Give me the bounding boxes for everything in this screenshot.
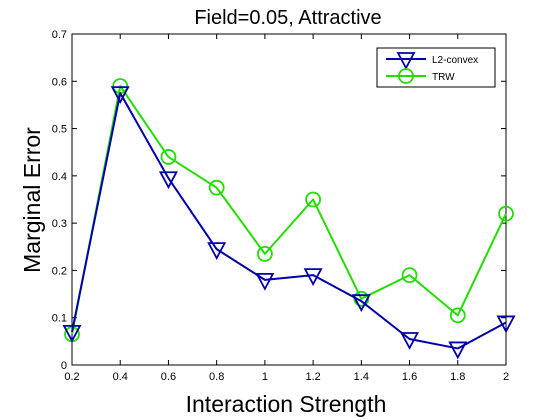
plot-area [71,33,507,366]
x-tick-label: 0.2 [64,371,79,383]
x-tick-label: 0.6 [161,371,176,383]
data-point [256,245,273,262]
x-tick-label: 1.4 [354,371,369,383]
x-tick-label: 0.4 [113,371,128,383]
y-tick-label: 0.1 [52,313,67,325]
x-tick-label: 1.2 [305,371,320,383]
legend-marker [398,68,414,84]
y-tick-label: 0.7 [52,29,67,41]
data-point [160,149,177,165]
x-tick-label: 1.6 [402,371,417,383]
y-tick-label: 0 [61,360,67,372]
data-point [303,268,323,287]
data-point [448,341,468,360]
data-point [158,171,178,190]
data-point [208,179,225,196]
data-point [496,315,516,334]
y-axis: 0 0.1 0.2 0.3 0.4 0.5 0.6 0.7 [52,29,506,372]
x-tick-label: 0.8 [209,371,224,383]
data-point [255,272,275,291]
x-axis: 0.2 0.4 0.6 0.8 1 1.2 1.4 1.6 1.8 2 [64,34,509,383]
series-layer [62,78,516,360]
chart-title: Field=0.05, Attractive [194,7,381,29]
y-tick-label: 0.5 [52,124,67,136]
data-point [400,332,420,350]
data-point [305,191,322,208]
data-point [110,86,130,105]
series-line [71,85,507,335]
y-tick-label: 0.6 [52,76,67,88]
legend-label: L2-convex [432,55,478,66]
x-axis-label: Interaction Strength [186,391,387,417]
legend-marker [396,52,416,70]
data-point [62,324,82,343]
x-tick-label: 1 [262,371,268,383]
legend: L2-convex TRW [376,47,496,88]
y-axis-label: Marginal Error [19,127,45,273]
series-l2-convex [62,86,516,360]
x-tick-label: 1.8 [450,371,465,383]
data-point [449,307,466,324]
y-tick-label: 0.2 [52,265,67,277]
legend-label: TRW [432,72,455,83]
legend-box [376,47,496,88]
data-point [401,267,418,284]
y-tick-label: 0.4 [52,171,67,183]
series-line [71,92,507,350]
y-tick-label: 0.3 [52,218,67,230]
data-point [498,205,514,222]
data-point [207,242,227,261]
x-tick-label: 2 [503,371,509,383]
data-point [351,294,371,313]
